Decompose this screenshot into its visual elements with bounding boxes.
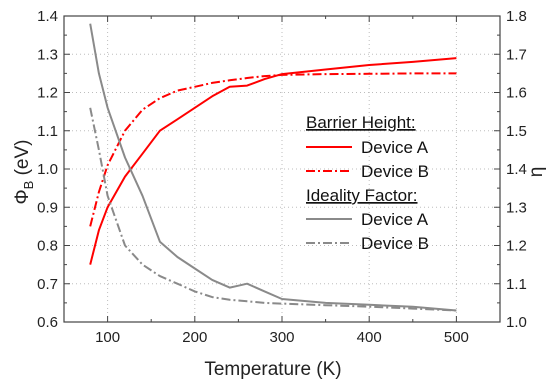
y-left-tick-label: 0.6 <box>37 314 58 331</box>
y-axis-right-title: η <box>526 167 547 178</box>
x-axis-title: Temperature (K) <box>204 359 341 380</box>
y-right-tick-label: 1.5 <box>506 123 527 140</box>
y-left-tick-label: 1.2 <box>37 85 58 102</box>
y-left-tick-label: 1.3 <box>37 46 58 63</box>
y-left-tick-label: 0.7 <box>37 276 58 293</box>
y-left-tick-label: 1.4 <box>37 8 58 25</box>
y-right-tick-label: 1.0 <box>506 314 527 331</box>
y-right-tick-label: 1.8 <box>506 8 527 25</box>
legend: Barrier Height: Device A Device B Ideali… <box>306 113 429 253</box>
y-axis-left-title-main: Φ <box>12 189 33 204</box>
y-right-tick-label: 1.6 <box>506 85 527 102</box>
y-axis-left-title-unit: (eV) <box>12 139 33 180</box>
x-tick-label: 400 <box>357 329 382 346</box>
axes: 100 200 300 400 500 0.6 0.7 0.8 0.9 1.0 1.1 1.2 1.3 1… <box>37 8 527 346</box>
y-right-tick-label: 1.2 <box>506 238 527 255</box>
series-line-bh-device-a <box>89 57 457 265</box>
legend-label-if-device-b: Device B <box>361 234 429 253</box>
legend-label-bh-device-a: Device A <box>361 138 429 157</box>
y-right-tick-label: 1.3 <box>506 199 527 216</box>
x-tick-label: 200 <box>182 329 207 346</box>
legend-label-if-device-a: Device A <box>361 210 429 229</box>
series-lines <box>89 23 457 312</box>
y-axis-left-title-sub: B <box>21 181 36 190</box>
x-tick-label: 300 <box>269 329 294 346</box>
y-right-tick-label: 1.7 <box>506 46 527 63</box>
y-right-tick-label: 1.1 <box>506 276 527 293</box>
y-left-tick-label: 1.1 <box>37 123 58 140</box>
x-tick-label: 500 <box>444 329 469 346</box>
series-line-if-device-a <box>89 23 457 312</box>
x-tick-label: 100 <box>95 329 120 346</box>
legend-heading-ideality-factor: Ideality Factor: <box>306 186 418 205</box>
y-left-tick-label: 0.8 <box>37 238 58 255</box>
series-line-if-device-b <box>89 107 457 312</box>
legend-label-bh-device-b: Device B <box>361 162 429 181</box>
y-left-tick-label: 1.0 <box>37 161 58 178</box>
y-left-tick-label: 0.9 <box>37 199 58 216</box>
legend-heading-barrier-height: Barrier Height: <box>306 113 416 132</box>
y-axis-left-title: ΦB (eV) <box>12 139 36 204</box>
y-right-tick-label: 1.4 <box>506 161 527 178</box>
